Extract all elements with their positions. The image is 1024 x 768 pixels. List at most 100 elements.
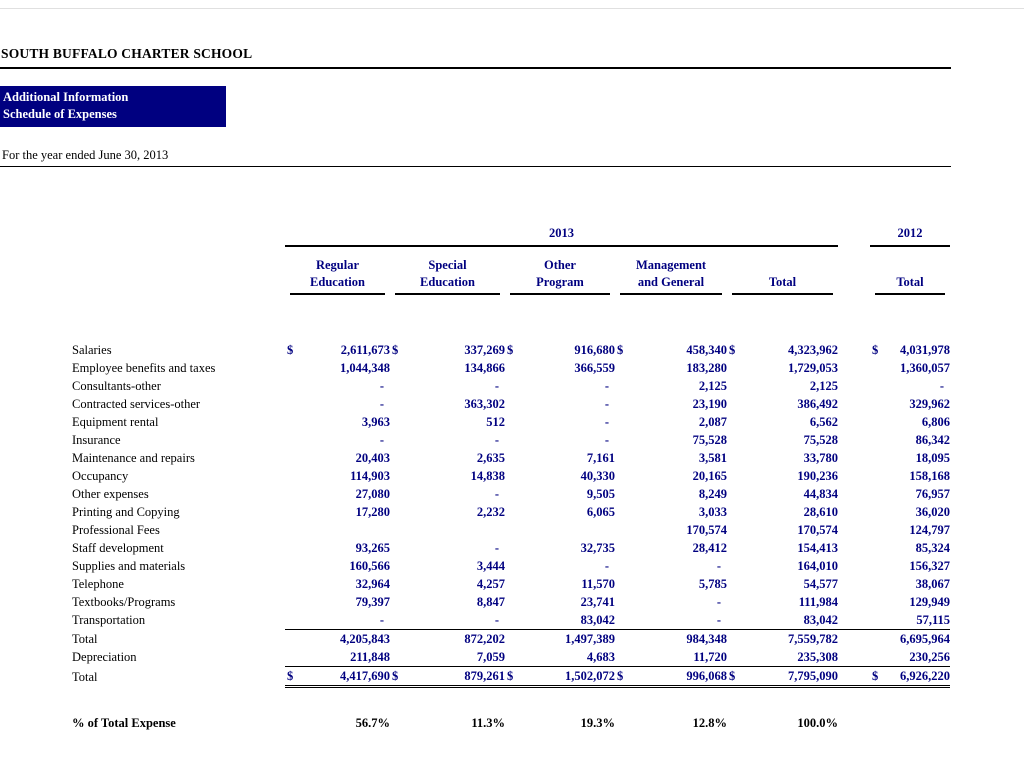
cell-value: 190,236 <box>797 468 838 483</box>
row-label: Total <box>72 670 98 685</box>
cell-value: 2,635 <box>476 450 505 465</box>
value-cell: 54,577 <box>727 575 838 593</box>
row-label: Printing and Copying <box>72 504 180 519</box>
value-cell: 164,010 <box>727 557 838 575</box>
year-group-2012: 2012 <box>870 226 950 247</box>
column-spacer <box>838 341 870 359</box>
cell-value: 4,323,962 <box>788 342 838 357</box>
value-cell: 154,413 <box>727 539 838 557</box>
dollar-sign: $ <box>872 668 879 683</box>
cell-value: 129,949 <box>909 594 950 609</box>
cell-value: - <box>604 414 609 429</box>
value-cell: 9,505 <box>505 485 615 503</box>
column-spacer <box>838 503 870 521</box>
expense-row: Depreciation 211,848 7,059 4,683 11,720 235,3… <box>72 648 950 667</box>
value-cell: - <box>615 611 727 630</box>
cell-value: 111,984 <box>798 594 838 609</box>
cell-value: 3,444 <box>476 558 505 573</box>
cell-value: 23,190 <box>692 396 727 411</box>
value-cell: 12.8% <box>615 686 727 732</box>
value-cell: 3,444 <box>390 557 505 575</box>
col-header-special-education: Special Education <box>390 257 505 295</box>
cell-value: - <box>379 378 384 393</box>
cell-value: 366,559 <box>574 360 615 375</box>
value-cell: - <box>390 485 505 503</box>
expense-row: Maintenance and repairs 20,403 2,635 7,161 3… <box>72 449 950 467</box>
column-spacer <box>838 557 870 575</box>
value-cell: $4,323,962 <box>727 341 838 359</box>
value-cell: - <box>285 395 390 413</box>
expense-row: Salaries $2,611,673 $337,269 $916,680 $458,3… <box>72 341 950 359</box>
value-cell: 2,635 <box>390 449 505 467</box>
value-cell: 366,559 <box>505 359 615 377</box>
value-cell: 14,838 <box>390 467 505 485</box>
header-rule <box>0 67 951 69</box>
cell-value: 512 <box>486 414 505 429</box>
value-cell: 2,232 <box>390 503 505 521</box>
cell-value: 38,067 <box>915 576 950 591</box>
value-cell: 28,412 <box>615 539 727 557</box>
value-cell: 75,528 <box>727 431 838 449</box>
value-cell: 984,348 <box>615 628 727 648</box>
value-cell: 32,735 <box>505 539 615 557</box>
cell-value: 5,785 <box>698 576 727 591</box>
cell-value: 170,574 <box>797 522 838 537</box>
cell-value: - <box>716 594 721 609</box>
cell-value: 93,265 <box>355 540 390 555</box>
cell-value: 164,010 <box>797 558 838 573</box>
expense-table: 2013 2012 Regular Education <box>72 226 950 732</box>
cell-value: 1,729,053 <box>788 360 838 375</box>
column-spacer <box>838 628 870 648</box>
value-cell: $458,340 <box>615 341 727 359</box>
year-header-spacer <box>72 226 285 247</box>
col-header-other-program: Other Program <box>505 257 615 295</box>
cell-value: 160,566 <box>349 558 390 573</box>
value-cell: 3,033 <box>615 503 727 521</box>
cell-value: 27,080 <box>355 486 390 501</box>
cell-value: 6,926,220 <box>900 668 950 683</box>
value-cell: - <box>285 431 390 449</box>
cell-value: 83,042 <box>803 612 838 627</box>
row-label: Contracted services-other <box>72 396 201 411</box>
cell-value: - <box>494 612 499 627</box>
value-cell: 83,042 <box>727 611 838 630</box>
value-cell: 8,249 <box>615 485 727 503</box>
row-label: Maintenance and repairs <box>72 450 195 465</box>
value-cell: 190,236 <box>727 467 838 485</box>
value-cell: 111,984 <box>727 593 838 611</box>
value-cell: 230,256 <box>870 648 950 667</box>
value-cell: - <box>615 557 727 575</box>
cell-value: 54,577 <box>803 576 838 591</box>
row-label: Staff development <box>72 540 164 555</box>
value-cell: 8,847 <box>390 593 505 611</box>
expense-row: Equipment rental 3,963 512 - 2,087 6,562 6,806 <box>72 413 950 431</box>
column-spacer <box>838 226 870 247</box>
value-cell <box>390 521 505 539</box>
cell-value: 14,838 <box>470 468 505 483</box>
value-cell: - <box>505 557 615 575</box>
row-label: Equipment rental <box>72 414 159 429</box>
cell-value: - <box>604 558 609 573</box>
expense-row: Printing and Copying 17,280 2,232 6,065 3,03… <box>72 503 950 521</box>
cell-value: 100.0% <box>797 715 838 730</box>
value-cell: - <box>505 413 615 431</box>
expense-row: Occupancy 114,903 14,838 40,330 20,165 190,23… <box>72 467 950 485</box>
dollar-sign: $ <box>617 342 624 357</box>
value-cell: 3,581 <box>615 449 727 467</box>
cell-value: 79,397 <box>355 594 390 609</box>
row-label: Textbooks/Programs <box>72 594 176 609</box>
cell-value: 17,280 <box>355 504 390 519</box>
value-cell: 33,780 <box>727 449 838 467</box>
value-cell: 160,566 <box>285 557 390 575</box>
value-cell: - <box>870 377 950 395</box>
cell-value: 7,059 <box>476 649 505 664</box>
column-spacer <box>838 359 870 377</box>
dollar-sign: $ <box>729 668 736 683</box>
cell-value: - <box>604 378 609 393</box>
cell-value: - <box>494 378 499 393</box>
cell-value: 337,269 <box>464 342 505 357</box>
dollar-sign: $ <box>617 668 624 683</box>
cell-value: 8,249 <box>698 486 727 501</box>
value-cell: 170,574 <box>727 521 838 539</box>
row-label: Total <box>72 631 98 646</box>
